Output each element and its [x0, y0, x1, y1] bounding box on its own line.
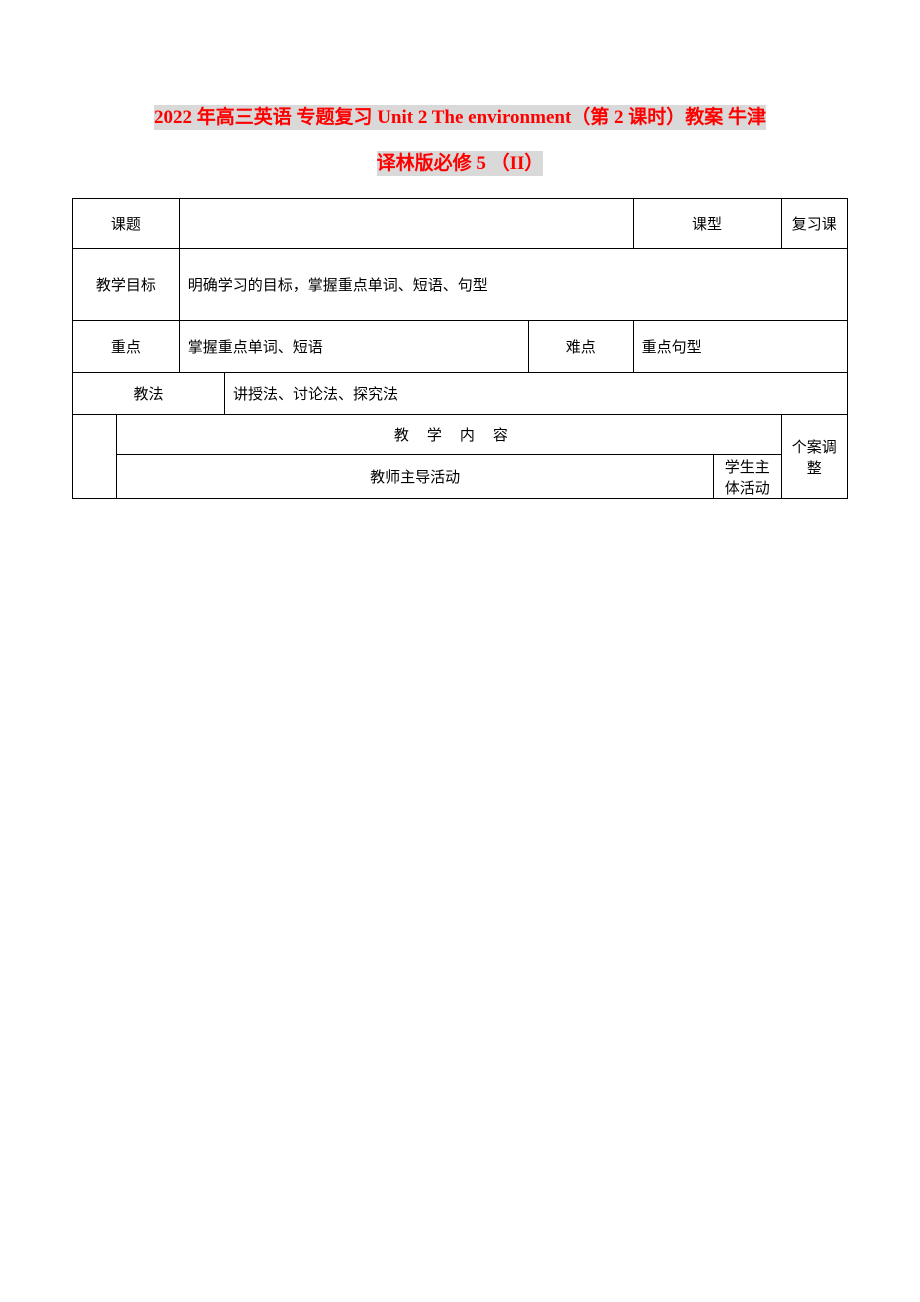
type-value: 复习课: [792, 217, 837, 233]
type-value-cell: 复习课: [781, 199, 847, 249]
left-empty-cell: [73, 415, 117, 499]
objective-value: 明确学习的目标，掌握重点单词、短语、句型: [188, 278, 488, 294]
difficulty-value: 重点句型: [642, 340, 702, 356]
title-line-2: 译林版必修 5 （II）: [377, 151, 544, 176]
keypoint-value-cell: 掌握重点单词、短语: [179, 321, 528, 373]
student-activity-cell: 学生主体活动: [714, 455, 781, 499]
teacher-activity-label: 教师主导活动: [370, 470, 460, 486]
document-title: 2022 年高三英语 专题复习 Unit 2 The environment（第…: [72, 95, 848, 186]
method-value: 讲授法、讨论法、探究法: [233, 387, 398, 403]
difficulty-value-cell: 重点句型: [633, 321, 847, 373]
student-activity-label: 学生主体活动: [725, 460, 770, 497]
content-label: 教学内容: [394, 428, 526, 444]
content-label-cell: 教学内容: [117, 415, 781, 455]
objective-label-cell: 教学目标: [73, 249, 180, 321]
method-value-cell: 讲授法、讨论法、探究法: [224, 373, 847, 415]
keypoint-label: 重点: [111, 340, 141, 356]
table-row: 课题 课型 复习课: [73, 199, 848, 249]
type-label: 课型: [692, 217, 722, 233]
topic-label-cell: 课题: [73, 199, 180, 249]
table-row: 重点 掌握重点单词、短语 难点 重点句型: [73, 321, 848, 373]
title-line-1: 2022 年高三英语 专题复习 Unit 2 The environment（第…: [154, 105, 766, 130]
table-row: 教学目标 明确学习的目标，掌握重点单词、短语、句型: [73, 249, 848, 321]
teacher-activity-cell: 教师主导活动: [117, 455, 714, 499]
table-row: 教学内容 个案调整: [73, 415, 848, 455]
difficulty-label-cell: 难点: [528, 321, 633, 373]
lesson-plan-table: 课题 课型 复习课 教学目标 明确学习的目标，掌握重点单词、短语、句型 重点 掌…: [72, 198, 848, 499]
keypoint-label-cell: 重点: [73, 321, 180, 373]
type-label-cell: 课型: [633, 199, 781, 249]
method-label: 教法: [133, 387, 163, 403]
method-label-cell: 教法: [73, 373, 225, 415]
objective-value-cell: 明确学习的目标，掌握重点单词、短语、句型: [179, 249, 847, 321]
table-row: 教师主导活动 学生主体活动: [73, 455, 848, 499]
keypoint-value: 掌握重点单词、短语: [188, 340, 323, 356]
difficulty-label: 难点: [566, 340, 596, 356]
adjust-label-cell: 个案调整: [781, 415, 847, 499]
table-row: 教法 讲授法、讨论法、探究法: [73, 373, 848, 415]
topic-label: 课题: [111, 217, 141, 233]
adjust-label: 个案调整: [792, 440, 837, 477]
topic-value-cell: [179, 199, 633, 249]
objective-label: 教学目标: [96, 278, 156, 294]
